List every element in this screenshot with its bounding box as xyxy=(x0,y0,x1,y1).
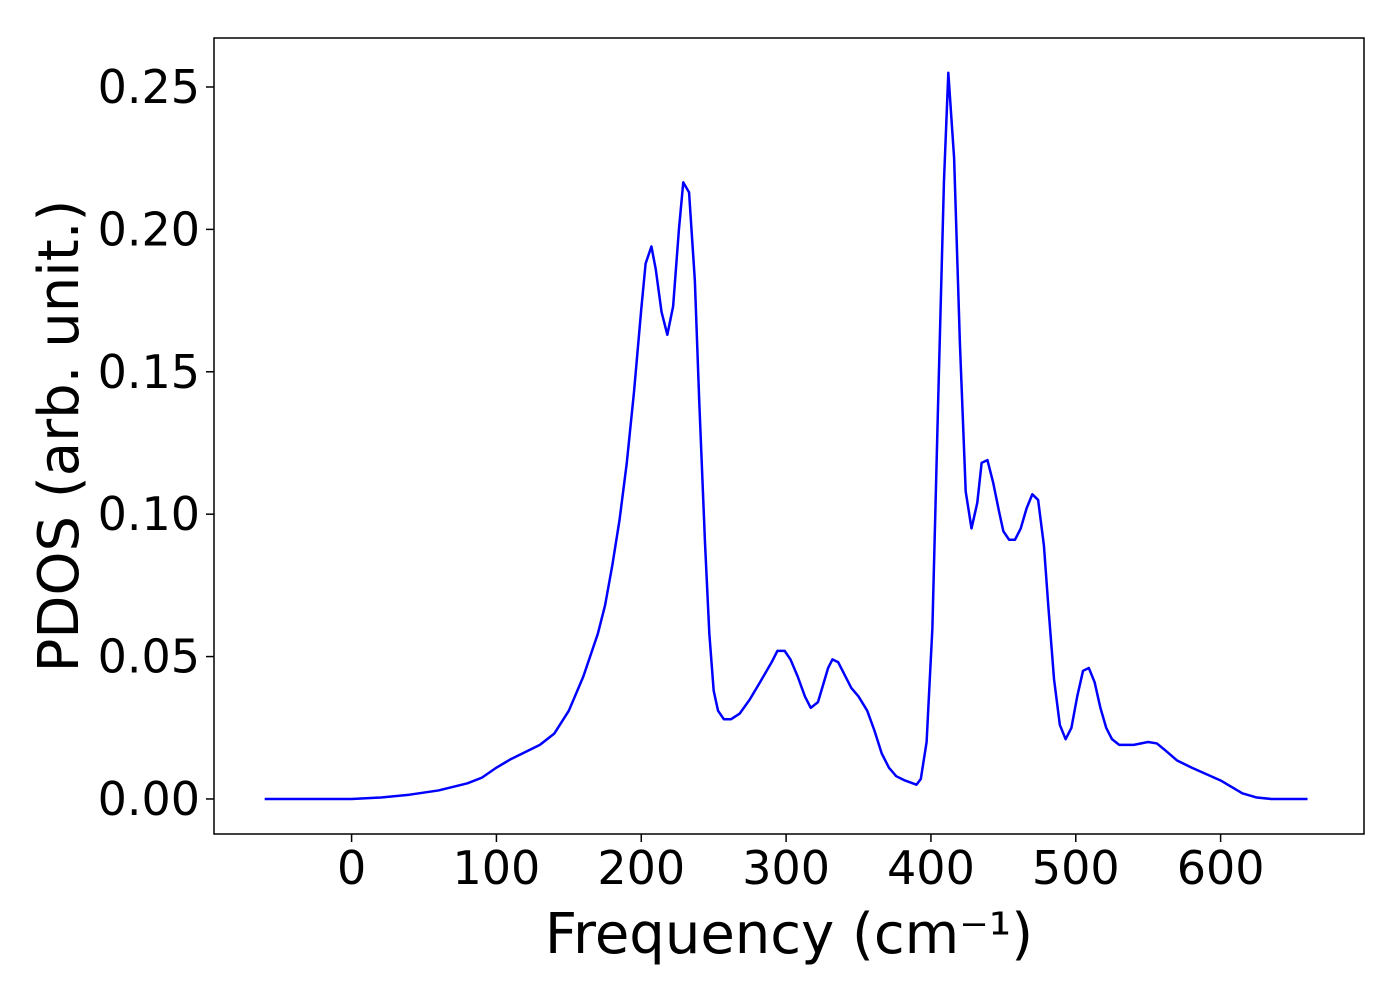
x-tick-label: 200 xyxy=(597,841,685,895)
y-tick-label: 0.10 xyxy=(98,487,200,541)
y-axis-label: PDOS (arb. unit.) xyxy=(27,200,92,673)
y-tick-label: 0.15 xyxy=(98,345,200,399)
y-tick-label: 0.05 xyxy=(98,630,200,684)
plot-frame xyxy=(213,37,1365,835)
x-tick-label: 100 xyxy=(453,841,541,895)
y-tick-label: 0.00 xyxy=(98,772,200,826)
x-tick-label: 400 xyxy=(887,841,975,895)
x-axis-label: Frequency (cm⁻¹) xyxy=(545,902,1033,967)
x-tick-label: 300 xyxy=(742,841,830,895)
x-tick-label: 0 xyxy=(337,841,366,895)
y-tick-label: 0.20 xyxy=(98,202,200,256)
x-tick-label: 600 xyxy=(1177,841,1265,895)
data-line xyxy=(264,71,1308,801)
y-tick-label: 0.25 xyxy=(98,60,200,114)
x-tick-label: 500 xyxy=(1032,841,1120,895)
